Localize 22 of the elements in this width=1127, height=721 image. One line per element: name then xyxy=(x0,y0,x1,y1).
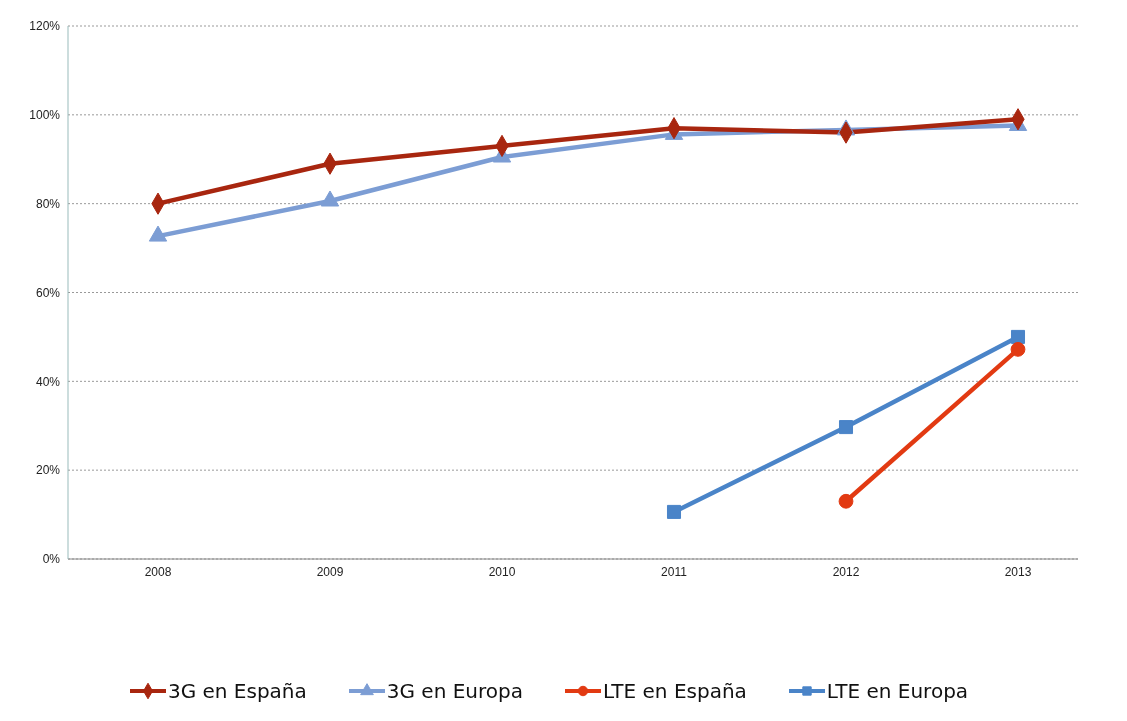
y-tick-label: 40% xyxy=(35,374,61,389)
y-tick-label: 0% xyxy=(42,552,61,567)
legend-label: 3G en España xyxy=(167,679,307,703)
x-tick-label: 2008 xyxy=(144,564,172,579)
x-tick-label: 2009 xyxy=(316,564,344,579)
y-tick-label: 100% xyxy=(29,108,61,123)
legend-label: 3G en Europa xyxy=(386,679,523,703)
y-tick-label: 120% xyxy=(29,19,61,34)
point xyxy=(838,420,854,435)
y-tick-label: 60% xyxy=(35,285,61,300)
x-tick-label: 2010 xyxy=(488,564,516,579)
point xyxy=(1010,341,1026,357)
y-tick-label: 80% xyxy=(35,196,61,211)
point xyxy=(666,504,682,519)
y-tick-label: 20% xyxy=(35,463,61,478)
x-tick-label: 2012 xyxy=(832,564,860,579)
point xyxy=(838,493,854,509)
legend-label: LTE en Europa xyxy=(826,679,969,703)
legend-label: LTE en España xyxy=(602,679,747,703)
x-tick-label: 2011 xyxy=(661,564,688,579)
x-tick-label: 2013 xyxy=(1004,564,1032,579)
point xyxy=(1010,329,1026,344)
